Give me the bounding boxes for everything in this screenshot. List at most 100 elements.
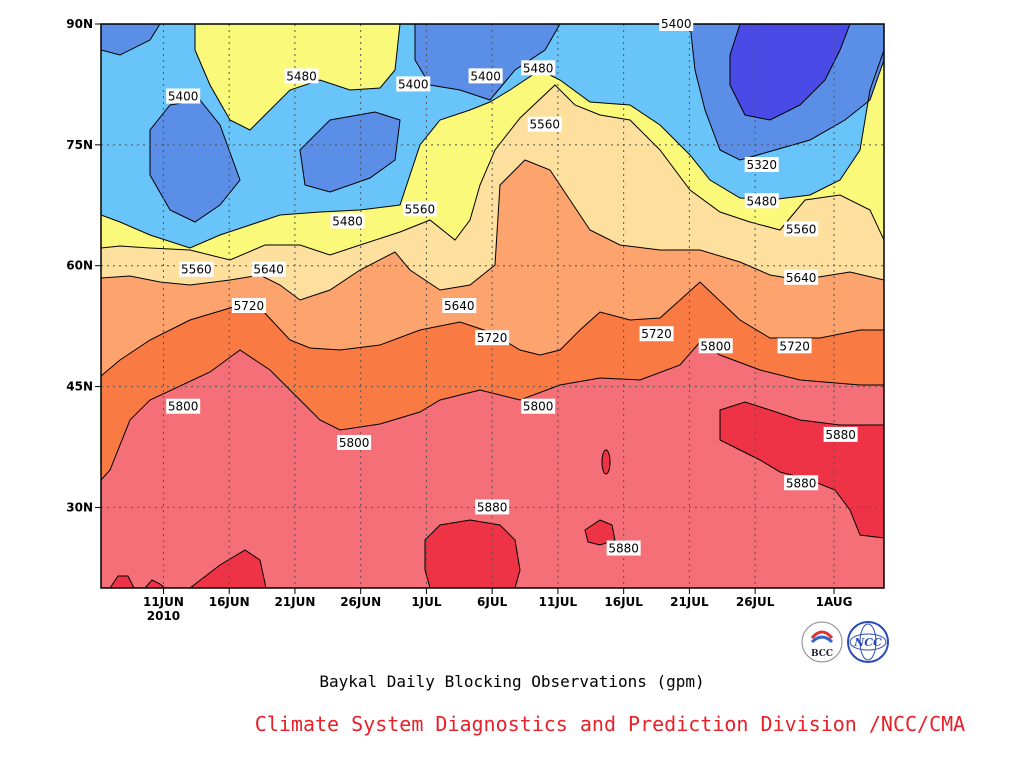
contour-label-bg bbox=[521, 398, 556, 414]
contour-label-text: 5640 bbox=[253, 263, 284, 277]
contour-label: 5640 bbox=[784, 269, 819, 285]
x-tick-label: 21JUN bbox=[274, 595, 315, 609]
contour-label-text: 5560 bbox=[405, 202, 436, 216]
x-tick-label: 16JUN bbox=[209, 595, 250, 609]
contour-label-bg bbox=[744, 157, 779, 172]
contour-label-text: 5480 bbox=[286, 69, 317, 83]
x-tick-label: 26JUN bbox=[340, 595, 381, 609]
contour-label-bg bbox=[606, 540, 641, 556]
contour-label-text: 5480 bbox=[332, 214, 363, 228]
contour-label-bg bbox=[744, 193, 779, 209]
contour-label: 5560 bbox=[527, 116, 562, 132]
contour-label: 5560 bbox=[402, 201, 437, 217]
chart-title: Baykal Daily Blocking Observations (gpm) bbox=[319, 672, 705, 691]
contour-label: 5800 bbox=[698, 338, 733, 354]
y-axis: 30N 45N 60N 75N 90N bbox=[66, 17, 101, 514]
contour-label: 5800 bbox=[521, 398, 556, 414]
svg-text:BCC: BCC bbox=[811, 649, 833, 659]
year-label: 2010 bbox=[147, 609, 180, 623]
y-tick-label: 45N bbox=[66, 380, 93, 394]
x-axis: 11JUN 16JUN 21JUN 26JUN 1JUL 6JUL 11JUL 16JUL 21… bbox=[143, 588, 852, 609]
contour-label: 5400 bbox=[396, 76, 431, 92]
contour-label-text: 5720 bbox=[641, 327, 672, 341]
contour-label: 5720 bbox=[475, 330, 510, 346]
contour-label-text: 5640 bbox=[786, 271, 817, 285]
contour-label-bg bbox=[396, 76, 431, 92]
contour-label-bg bbox=[166, 398, 201, 414]
contour-label-text: 5640 bbox=[444, 299, 475, 313]
island-5320-5400-d bbox=[415, 24, 560, 100]
contour-label-text: 5560 bbox=[529, 118, 560, 132]
island-5320-5400-b bbox=[150, 100, 240, 222]
contour-label-bg bbox=[337, 434, 372, 450]
contour-label: 5880 bbox=[823, 426, 858, 442]
contour-label: 5480 bbox=[744, 193, 779, 209]
credit-line: Climate System Diagnostics and Predictio… bbox=[254, 712, 966, 736]
x-tick-label: 1AUG bbox=[816, 595, 853, 609]
high-5880-f bbox=[145, 580, 165, 588]
contour-label-text: 5720 bbox=[234, 299, 265, 313]
contour-label: 5400 bbox=[468, 68, 503, 84]
contour-label-bg bbox=[698, 338, 733, 354]
contour-label-bg bbox=[784, 221, 819, 237]
high-5880-g bbox=[602, 450, 610, 474]
contour-label-text: 5400 bbox=[398, 77, 429, 91]
y-tick-label: 75N bbox=[66, 138, 93, 152]
contour-label: 5560 bbox=[179, 261, 214, 277]
core-lt5320 bbox=[730, 24, 850, 120]
contour-label-text: 5400 bbox=[470, 69, 501, 83]
contour-label-bg bbox=[442, 298, 477, 313]
contour-label-text: 5880 bbox=[608, 542, 639, 556]
contour-label-bg bbox=[179, 261, 214, 277]
contour-label-bg bbox=[284, 68, 319, 84]
contour-label-text: 5800 bbox=[700, 339, 731, 353]
contour-label: 5480 bbox=[284, 68, 319, 84]
y-tick-label: 90N bbox=[66, 17, 93, 31]
contour-label: 5880 bbox=[606, 540, 641, 556]
contour-label-bg bbox=[251, 261, 286, 277]
contour-label-text: 5480 bbox=[746, 194, 777, 208]
x-tick-label: 11JUL bbox=[539, 595, 578, 609]
contour-label-text: 5720 bbox=[477, 331, 508, 345]
x-tick-label: 1JUL bbox=[411, 595, 442, 609]
contour-label-bg bbox=[784, 269, 819, 285]
contour-label-text: 5560 bbox=[786, 222, 817, 236]
island-5320-5400-a bbox=[101, 24, 160, 55]
high-5880-b bbox=[425, 520, 520, 588]
contour-label: 5800 bbox=[337, 434, 372, 450]
contour-label-bg bbox=[659, 16, 694, 31]
bcc-logo: BCC bbox=[801, 621, 843, 663]
contour-label-bg bbox=[166, 88, 201, 104]
contour-label: 5720 bbox=[639, 326, 674, 342]
y-tick-label: 60N bbox=[66, 259, 93, 273]
contour-label: 5640 bbox=[251, 261, 286, 277]
contour-label-bg bbox=[527, 116, 562, 132]
contour-label-text: 5880 bbox=[477, 500, 508, 514]
contour-label: 5480 bbox=[330, 213, 365, 229]
contour-label-bg bbox=[330, 213, 365, 229]
contour-label-text: 5400 bbox=[661, 17, 692, 31]
contour-label: 5560 bbox=[784, 221, 819, 237]
contour-label-text: 5720 bbox=[779, 339, 810, 353]
high-5880-c bbox=[585, 520, 615, 545]
contour-label-bg bbox=[521, 60, 556, 76]
contour-label: 5480 bbox=[521, 60, 556, 76]
contour-labels: 5400 5480 5400 5400 5480 5400 5320 5560 5480 5560… bbox=[166, 16, 858, 556]
contour-label-text: 5800 bbox=[523, 400, 554, 414]
x-tick-label: 6JUL bbox=[477, 595, 508, 609]
contour-label-bg bbox=[468, 68, 503, 84]
y-tick-label: 30N bbox=[66, 500, 93, 514]
contour-label-text: 5400 bbox=[168, 90, 199, 104]
contour-label-text: 5880 bbox=[786, 476, 817, 490]
contour-label-text: 5320 bbox=[746, 158, 777, 172]
contour-label-text: 5880 bbox=[825, 428, 856, 442]
contour-label: 5800 bbox=[166, 398, 201, 414]
contour-label: 5640 bbox=[442, 298, 477, 313]
contour-label-bg bbox=[823, 426, 858, 442]
contour-label: 5720 bbox=[231, 298, 266, 313]
contour-label: 5880 bbox=[475, 499, 510, 515]
contour-label-text: 5800 bbox=[339, 436, 370, 450]
contour-label-bg bbox=[231, 298, 266, 313]
contour-label: 5720 bbox=[777, 338, 812, 354]
